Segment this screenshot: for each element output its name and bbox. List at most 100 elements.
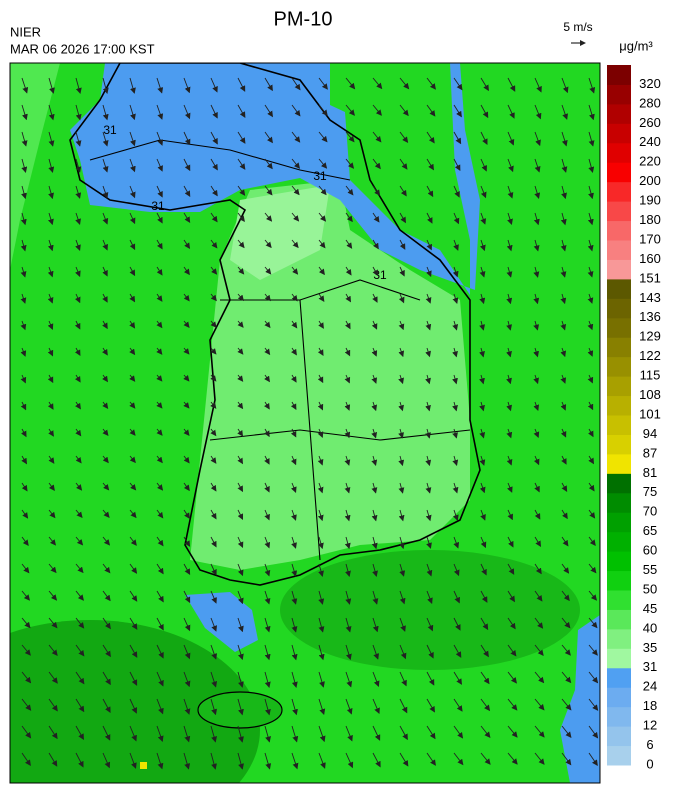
wind-arrow [183, 266, 190, 276]
map [10, 63, 600, 783]
wind-arrow [183, 104, 191, 120]
wind-arrow [237, 239, 245, 249]
wind-arrow [399, 212, 406, 224]
wind-arrow [291, 617, 298, 633]
wind-arrow [561, 185, 567, 200]
wind-arrow [47, 347, 54, 357]
colorbar-segment [607, 512, 631, 533]
wind-arrow [75, 536, 84, 546]
wind-arrow [21, 158, 28, 173]
wind-arrow [399, 698, 408, 714]
wind-arrow [561, 509, 568, 520]
wind-arrow [398, 401, 404, 412]
colorbar-label: 260 [639, 115, 661, 130]
wind-arrow [21, 455, 27, 465]
wind-arrow [183, 158, 191, 172]
wind-arrow [156, 644, 164, 659]
wind-arrow [506, 293, 513, 305]
wind-arrow [48, 617, 58, 629]
wind-arrow [156, 104, 164, 120]
wind-arrow [237, 374, 244, 382]
wind-arrow [506, 266, 513, 278]
low-zone [560, 615, 600, 783]
wind-arrow [129, 401, 136, 409]
wind-arrow [588, 131, 595, 147]
wind-arrow [534, 104, 542, 120]
colorbar-segment [607, 259, 631, 280]
wind-arrow [480, 185, 487, 199]
wind-arrow [264, 239, 272, 249]
colorbar-segment [607, 609, 631, 630]
wind-arrow [291, 590, 298, 605]
wind-arrow [156, 212, 163, 224]
wind-arrow [237, 509, 244, 521]
wind-arrow [48, 482, 55, 492]
wind-arrow [129, 212, 136, 225]
wind-arrow [317, 401, 324, 411]
wind-arrow [399, 77, 410, 90]
wind-arrow [480, 536, 487, 549]
wind-arrow [345, 617, 352, 633]
wind-arrow [183, 482, 190, 492]
wind-arrow [48, 563, 57, 574]
wind-arrow [560, 266, 567, 278]
wind-arrow [102, 347, 108, 356]
wind-arrow [21, 617, 31, 629]
wind-arrow [479, 266, 486, 278]
wind-arrow [426, 104, 436, 117]
wind-arrow [264, 536, 271, 549]
wind-arrow [372, 131, 382, 143]
wind-arrow [399, 563, 406, 577]
colorbar-segment [607, 84, 631, 105]
wind-arrow [534, 563, 542, 575]
wind-arrow [398, 509, 405, 522]
colorbar-label: 170 [639, 231, 661, 246]
colorbar-label: 280 [639, 95, 661, 110]
wind-arrow [398, 374, 404, 385]
wind-arrow [507, 671, 517, 684]
colorbar-label: 81 [643, 465, 657, 480]
wind-arrow [102, 293, 108, 303]
wind-arrow [426, 725, 436, 740]
wind-arrow [587, 320, 594, 331]
colorbar-segment [607, 278, 631, 299]
wind-arrow [183, 239, 191, 250]
wind-arrow [480, 644, 489, 658]
colorbar-label: 31 [643, 659, 657, 674]
colorbar-segment [607, 162, 631, 183]
wind-arrow [371, 401, 378, 412]
wind-arrow [534, 77, 542, 93]
wind-arrow [425, 347, 431, 358]
wind-arrow [264, 212, 273, 222]
wind-arrow [344, 401, 351, 411]
wind-arrow [20, 239, 27, 252]
wind-arrow [507, 185, 514, 199]
wind-arrow [210, 104, 218, 119]
wind-arrow [561, 698, 572, 711]
wind-arrow [48, 104, 55, 121]
wind-arrow [74, 293, 81, 304]
wind-arrow [561, 158, 568, 173]
wind-arrow [452, 347, 458, 358]
wind-arrow [237, 212, 245, 222]
wind-arrow [426, 536, 432, 549]
wind-arrow [48, 131, 55, 147]
wind-arrow [480, 158, 487, 172]
wind-arrow [237, 671, 244, 688]
wind-arrow [210, 482, 217, 492]
wind-arrow [129, 320, 136, 329]
wind-arrow [264, 509, 270, 521]
colorbar-label: 220 [639, 154, 661, 169]
wind-arrow [156, 455, 163, 464]
wind-arrow [561, 455, 567, 465]
wind-arrow [344, 374, 351, 384]
wind-arrow [129, 725, 137, 742]
wind-arrow [452, 266, 459, 278]
colorbar-segment [607, 745, 631, 766]
wind-arrow [588, 482, 595, 492]
wind-arrow [399, 185, 407, 197]
wind-arrow [210, 698, 218, 716]
wind-arrow [183, 374, 190, 382]
wind-arrow [345, 590, 352, 605]
wind-arrow [561, 104, 569, 120]
